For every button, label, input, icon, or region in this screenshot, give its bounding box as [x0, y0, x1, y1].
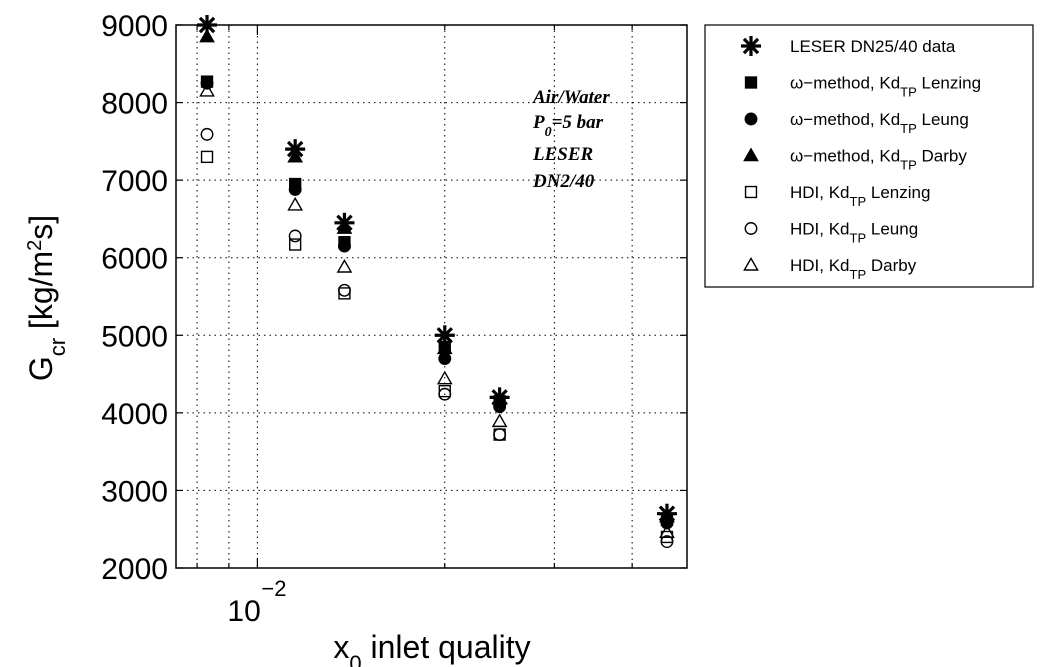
legend-entry: ω−method, KdTP Lenzing: [744, 74, 981, 100]
legend-entry: HDI, KdTP Darby: [743, 256, 917, 282]
legend-marker: [743, 256, 759, 271]
series-3: [199, 28, 675, 523]
chart-annotation: Air/Water P0=5 bar LESER DN2/40: [532, 87, 610, 192]
y-tick-label: 4000: [101, 398, 168, 431]
legend-label: ω−method, KdTP Lenzing: [790, 74, 981, 100]
y-tick-label: 5000: [101, 320, 168, 353]
legend-entry: HDI, KdTP Lenzing: [744, 183, 930, 209]
legend-label: ω−method, KdTP Leung: [790, 110, 969, 136]
data-point: [659, 508, 675, 523]
data-point: [288, 183, 302, 196]
axis-labels: x0 inlet quality Gcr [kg/m2s]: [23, 215, 531, 667]
data-point: [200, 150, 214, 164]
series-5: [200, 127, 674, 549]
data-point: [287, 196, 304, 211]
legend-label: HDI, KdTP Darby: [790, 256, 917, 282]
annotation-line: Air/Water: [532, 87, 610, 108]
data-point: [288, 229, 302, 243]
annotation-line: LESER: [532, 144, 593, 165]
y-tick-label: 8000: [101, 88, 168, 121]
data-point: [491, 413, 508, 428]
legend-marker: [741, 36, 761, 56]
legend-marker: [744, 222, 758, 235]
series-6: [199, 82, 675, 539]
legend-marker: [744, 112, 758, 126]
x-tick-label-exponent: −2: [261, 576, 286, 601]
data-point: [491, 390, 508, 405]
plot-area: [175, 24, 688, 569]
data-point: [199, 28, 215, 43]
y-tick-label: 2000: [101, 553, 168, 586]
y-tick-label: 9000: [101, 10, 168, 43]
legend-label: HDI, KdTP Leung: [790, 220, 918, 246]
legend: LESER DN25/40 data ω−method, KdTP Lenzing…: [704, 24, 1034, 288]
data-point: [493, 428, 507, 442]
data-point: [436, 340, 453, 355]
data-point: [438, 352, 452, 365]
x-tick-label: 10: [227, 595, 260, 628]
legend-marker: [743, 147, 759, 162]
legend-entry: ω−method, KdTP Darby: [743, 147, 967, 173]
legend-entry: ω−method, KdTP Leung: [744, 110, 969, 136]
x-axis-label: x0 inlet quality: [333, 629, 530, 667]
legend-box: [704, 24, 1034, 288]
legend-label: LESER DN25/40 data: [790, 37, 956, 56]
data-point: [336, 220, 353, 234]
legend-entry: LESER DN25/40 data: [741, 36, 956, 56]
legend-label: ω−method, KdTP Darby: [790, 147, 967, 173]
legend-label: HDI, KdTP Lenzing: [790, 183, 930, 209]
data-point: [660, 535, 674, 549]
data-point: [336, 258, 353, 273]
data-point: [287, 148, 304, 163]
data-point: [659, 524, 675, 539]
annotation-line: P0=5 bar: [532, 112, 604, 140]
y-tick-label: 6000: [101, 243, 168, 276]
annotation-line: DN2/40: [532, 171, 595, 192]
data-point: [438, 387, 452, 401]
data-point: [289, 238, 302, 251]
y-tick-label: 3000: [101, 475, 168, 508]
data-point: [338, 283, 351, 297]
data-point: [199, 82, 215, 97]
data-point: [436, 370, 453, 385]
legend-marker: [744, 76, 758, 89]
data-point: [338, 239, 351, 253]
axis-ticks: 2000 3000 4000 5000 6000 7000 8000 9000 10−2: [101, 10, 687, 628]
y-axis-label: Gcr [kg/m2s]: [23, 215, 70, 381]
legend-marker: [744, 185, 758, 199]
grid-lines: [176, 25, 687, 568]
legend-entry: HDI, KdTP Leung: [744, 220, 918, 246]
y-tick-label: 7000: [101, 165, 168, 198]
data-point: [200, 127, 214, 141]
